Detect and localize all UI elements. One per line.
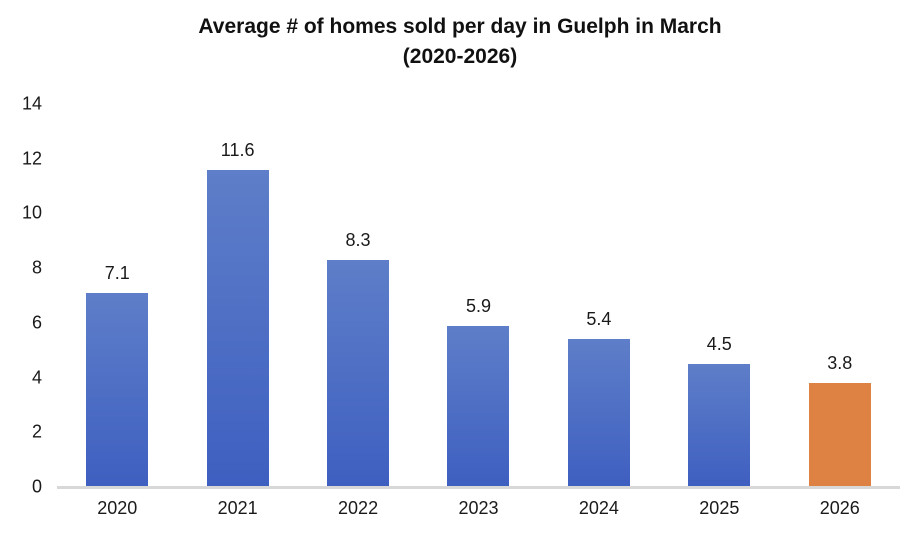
bar-value-label-2024: 5.4: [586, 309, 612, 330]
bar-slot-2020: 7.1: [57, 104, 177, 487]
bar-2025: [688, 363, 751, 487]
y-tick-label-6: 6: [31, 312, 42, 333]
y-tick-label-0: 0: [31, 476, 42, 497]
x-tick-label-2020: 2020: [97, 498, 138, 518]
y-tick-label-2: 2: [31, 421, 42, 442]
bar-value-label-2025: 4.5: [706, 333, 732, 354]
x-axis: 2020 2021 2022 2023 2024 2025 2026: [57, 498, 900, 519]
chart-title-line2: (2020-2026): [402, 45, 518, 68]
y-tick-label-10: 10: [21, 202, 42, 223]
bar-2024: [567, 339, 630, 487]
bar-2026: [808, 383, 871, 487]
x-tick-label-2026: 2026: [819, 498, 860, 518]
chart-title-line1: Average # of homes sold per day in Guelp…: [198, 15, 722, 38]
y-tick-label-12: 12: [21, 148, 42, 169]
bar-2022: [327, 259, 390, 487]
bar-slot-2022: 8.3: [298, 104, 418, 487]
y-tick-label-8: 8: [31, 257, 42, 278]
plot-area: 7.1 11.6 8.3 5.9 5.4 4.5 3.8: [57, 104, 900, 487]
bar-2020: [86, 292, 149, 487]
x-tick-label-2025: 2025: [699, 498, 740, 518]
bar-2023: [447, 325, 510, 487]
bar-slot-2025: 4.5: [659, 104, 779, 487]
bar-slot-2021: 11.6: [177, 104, 297, 487]
y-axis: 0 2 4 6 8 10 12 14: [0, 94, 42, 497]
y-tick-label-4: 4: [31, 367, 42, 388]
x-tick-label-2022: 2022: [338, 498, 379, 518]
x-tick-label-2023: 2023: [458, 498, 499, 518]
x-axis-line: [57, 486, 900, 489]
y-tick-label-14: 14: [21, 93, 42, 114]
bar-value-label-2021: 11.6: [220, 139, 255, 160]
chart-title: Average # of homes sold per day in Guelp…: [0, 12, 920, 72]
bar-value-label-2022: 8.3: [345, 229, 371, 250]
bar-value-label-2023: 5.9: [465, 295, 491, 316]
bar-2021: [206, 169, 269, 487]
bar-slot-2023: 5.9: [418, 104, 538, 487]
bar-value-label-2026: 3.8: [827, 353, 853, 374]
x-tick-label-2021: 2021: [217, 498, 258, 518]
x-tick-label-2024: 2024: [578, 498, 619, 518]
bar-slot-2026: 3.8: [780, 104, 900, 487]
bar-value-label-2020: 7.1: [104, 262, 130, 283]
bar-slot-2024: 5.4: [539, 104, 659, 487]
